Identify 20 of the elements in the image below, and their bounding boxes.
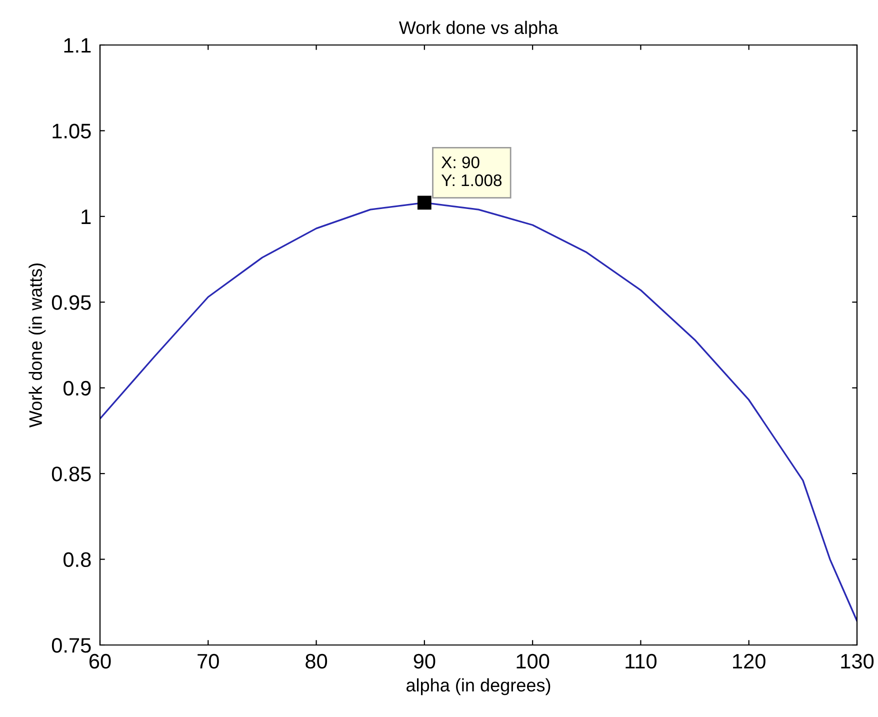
y-tick-label: 1: [82, 210, 91, 224]
x-tick-label: 120: [733, 654, 766, 669]
x-tick-label: 110: [626, 654, 657, 669]
y-tick-label: 0.9: [64, 380, 91, 396]
x-tick-label: 130: [841, 654, 874, 669]
y-tick-label: 0.8: [64, 552, 91, 568]
x-axis-title: alpha (in degrees): [406, 678, 550, 696]
y-tick-label: 1.1: [64, 38, 91, 53]
y-axis-title: Work done (in watts): [28, 263, 46, 428]
x-tick-label: 80: [306, 654, 328, 669]
y-tick-label: 0.75: [52, 638, 91, 653]
chart-title: Work done vs alpha: [398, 20, 558, 38]
x-tick-label: 100: [516, 654, 550, 669]
y-tick-label: 0.95: [52, 295, 91, 310]
y-tick-label: 0.85: [52, 466, 91, 482]
y-tick-label: 1.05: [52, 124, 91, 138]
x-tick-label: 70: [198, 654, 219, 669]
x-tick-label: 60: [89, 654, 111, 669]
annotation: X: 90 Y: 1.008: [441, 156, 502, 186]
x-tick-label: 90: [414, 654, 436, 669]
